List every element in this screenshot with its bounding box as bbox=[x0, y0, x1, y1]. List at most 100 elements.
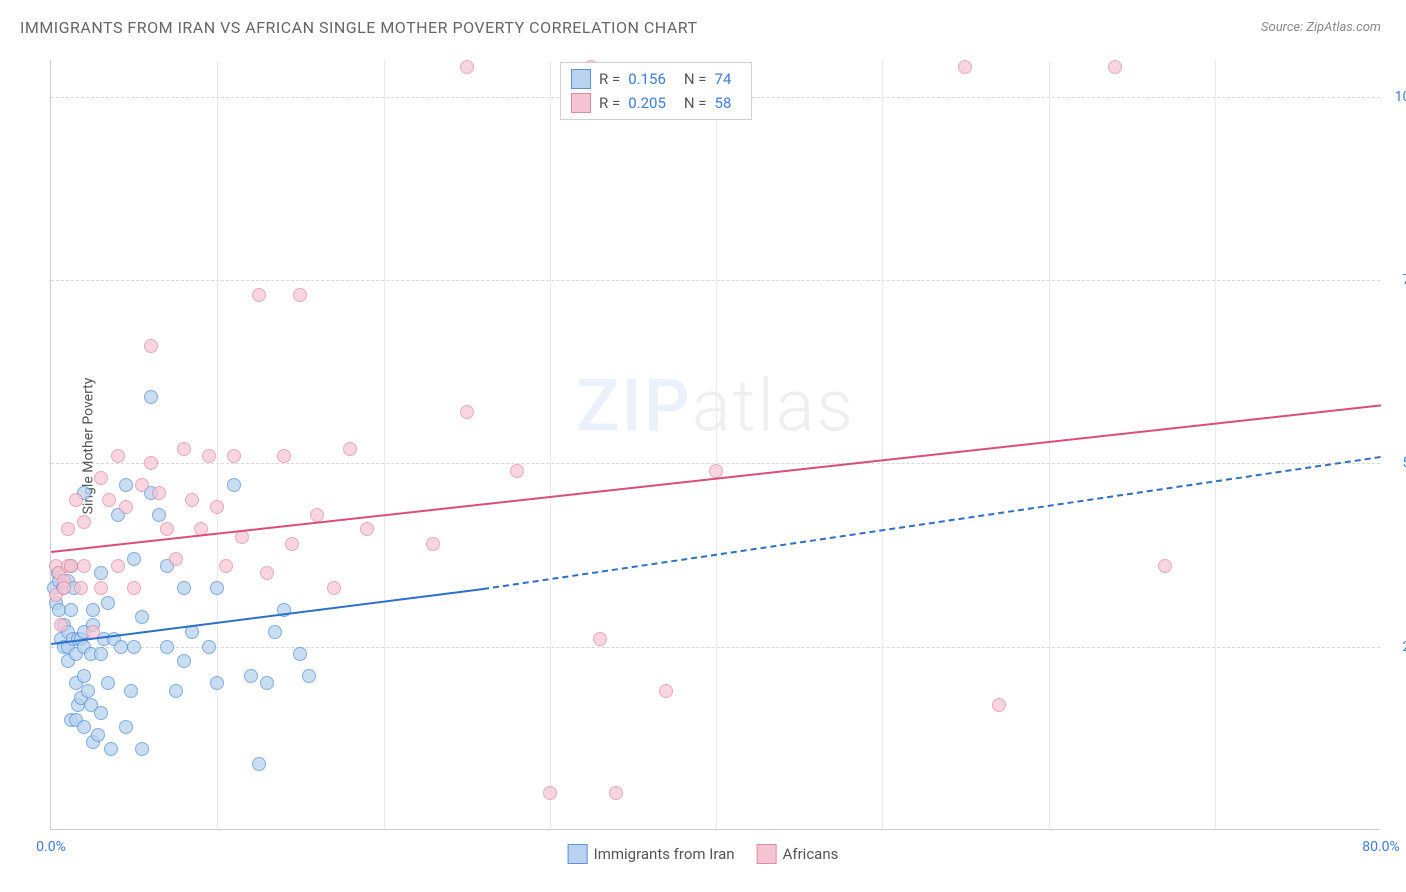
data-point bbox=[135, 610, 149, 624]
data-point bbox=[104, 742, 118, 756]
gridline-vertical bbox=[716, 60, 717, 829]
data-point bbox=[102, 493, 116, 507]
data-point bbox=[460, 405, 474, 419]
gridline-vertical bbox=[384, 60, 385, 829]
data-point bbox=[64, 559, 78, 573]
trend-line bbox=[483, 456, 1381, 590]
data-point bbox=[135, 478, 149, 492]
data-point bbox=[111, 559, 125, 573]
data-point bbox=[210, 676, 224, 690]
source-label: Source: ZipAtlas.com bbox=[1261, 20, 1381, 35]
data-point bbox=[202, 640, 216, 654]
data-point bbox=[64, 603, 78, 617]
data-point bbox=[244, 669, 258, 683]
data-point bbox=[144, 339, 158, 353]
data-point bbox=[119, 500, 133, 514]
data-point bbox=[185, 493, 199, 507]
data-point bbox=[74, 581, 88, 595]
data-point bbox=[144, 390, 158, 404]
legend-series-label: Immigrants from Iran bbox=[594, 845, 735, 863]
data-point bbox=[127, 581, 141, 595]
data-point bbox=[260, 566, 274, 580]
legend-r-label: R = bbox=[599, 94, 620, 112]
data-point bbox=[77, 559, 91, 573]
data-point bbox=[659, 684, 673, 698]
x-tick-label: 80.0% bbox=[1362, 839, 1400, 855]
data-point bbox=[114, 640, 128, 654]
data-point bbox=[124, 684, 138, 698]
data-point bbox=[144, 456, 158, 470]
data-point bbox=[210, 581, 224, 595]
data-point bbox=[152, 508, 166, 522]
data-point bbox=[94, 706, 108, 720]
data-point bbox=[119, 720, 133, 734]
data-point bbox=[160, 640, 174, 654]
data-point bbox=[460, 60, 474, 74]
data-point bbox=[202, 449, 216, 463]
data-point bbox=[57, 581, 71, 595]
data-point bbox=[152, 486, 166, 500]
gridline-vertical bbox=[1049, 60, 1050, 829]
data-point bbox=[252, 288, 266, 302]
data-point bbox=[169, 552, 183, 566]
data-point bbox=[101, 596, 115, 610]
data-point bbox=[227, 449, 241, 463]
x-tick-label: 0.0% bbox=[36, 839, 66, 855]
data-point bbox=[426, 537, 440, 551]
gridline-vertical bbox=[1215, 60, 1216, 829]
data-point bbox=[260, 676, 274, 690]
gridline-vertical bbox=[882, 60, 883, 829]
data-point bbox=[77, 720, 91, 734]
data-point bbox=[77, 515, 91, 529]
y-tick-label: 75.0% bbox=[1385, 272, 1406, 288]
legend-n-label: N = bbox=[684, 70, 707, 88]
data-point bbox=[277, 449, 291, 463]
watermark-zip: ZIP bbox=[576, 364, 692, 449]
data-point bbox=[992, 698, 1006, 712]
data-point bbox=[81, 684, 95, 698]
scatter-chart: ZIPatlas 25.0%50.0%75.0%100.0%0.0%80.0% bbox=[50, 60, 1380, 830]
legend-stats-row: R =0.156N =74 bbox=[571, 67, 741, 91]
data-point bbox=[101, 676, 115, 690]
data-point bbox=[343, 442, 357, 456]
data-point bbox=[293, 647, 307, 661]
data-point bbox=[227, 478, 241, 492]
data-point bbox=[327, 581, 341, 595]
legend-stats: R =0.156N =74R =0.205N =58 bbox=[560, 62, 752, 120]
legend-swatch bbox=[568, 844, 588, 864]
y-tick-label: 25.0% bbox=[1385, 639, 1406, 655]
data-point bbox=[302, 669, 316, 683]
legend-r-value: 0.205 bbox=[628, 94, 666, 112]
data-point bbox=[177, 654, 191, 668]
data-point bbox=[77, 669, 91, 683]
data-point bbox=[69, 493, 83, 507]
data-point bbox=[111, 449, 125, 463]
chart-title: IMMIGRANTS FROM IRAN VS AFRICAN SINGLE M… bbox=[20, 18, 698, 37]
legend-n-label: N = bbox=[684, 94, 707, 112]
data-point bbox=[360, 522, 374, 536]
data-point bbox=[61, 522, 75, 536]
y-tick-label: 50.0% bbox=[1385, 455, 1406, 471]
legend-n-value: 58 bbox=[715, 94, 732, 112]
data-point bbox=[94, 471, 108, 485]
y-tick-label: 100.0% bbox=[1385, 89, 1406, 105]
data-point bbox=[510, 464, 524, 478]
data-point bbox=[127, 552, 141, 566]
data-point bbox=[54, 618, 68, 632]
data-point bbox=[1108, 60, 1122, 74]
data-point bbox=[119, 478, 133, 492]
data-point bbox=[543, 786, 557, 800]
data-point bbox=[177, 581, 191, 595]
trend-line bbox=[51, 588, 484, 645]
data-point bbox=[268, 625, 282, 639]
data-point bbox=[127, 640, 141, 654]
data-point bbox=[169, 684, 183, 698]
data-point bbox=[285, 537, 299, 551]
data-point bbox=[958, 60, 972, 74]
legend-stats-row: R = 0.205 N = 58 bbox=[571, 91, 741, 115]
data-point bbox=[293, 288, 307, 302]
data-point bbox=[94, 566, 108, 580]
data-point bbox=[310, 508, 324, 522]
legend-series: Immigrants from IranAfricans bbox=[568, 844, 839, 864]
legend-r-label: R = bbox=[599, 70, 620, 88]
